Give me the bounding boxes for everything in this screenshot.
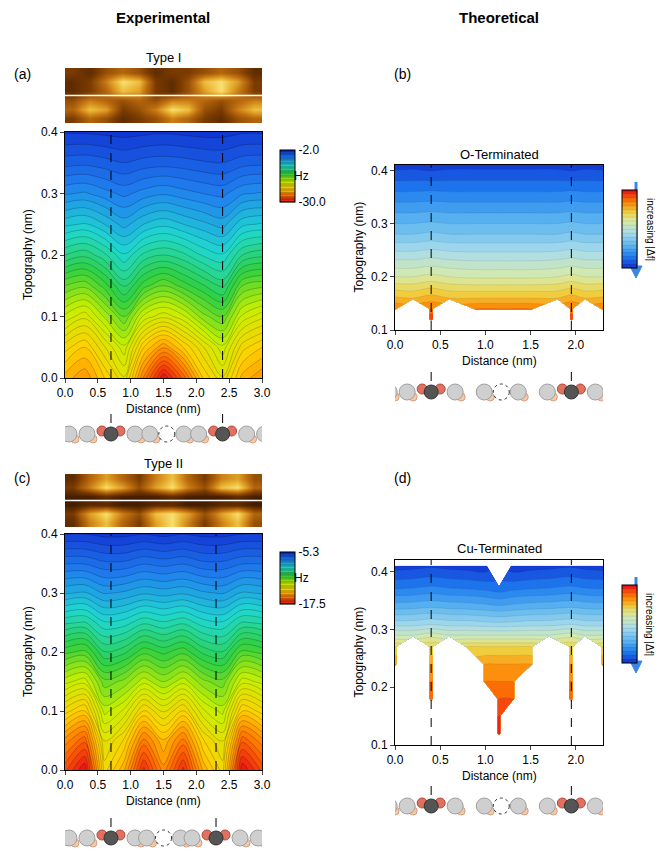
svg-text:1.0: 1.0	[477, 338, 494, 352]
svg-text:1.5: 1.5	[522, 338, 539, 352]
svg-text:0.5: 0.5	[432, 338, 449, 352]
svg-text:0.4: 0.4	[41, 125, 58, 139]
svg-text:2.0: 2.0	[568, 753, 585, 767]
svg-text:0.3: 0.3	[41, 586, 58, 600]
svg-text:0.0: 0.0	[387, 338, 404, 352]
svg-text:0.0: 0.0	[57, 386, 74, 400]
svg-text:1.0: 1.0	[477, 753, 494, 767]
svg-text:1.5: 1.5	[155, 386, 172, 400]
svg-text:0.0: 0.0	[41, 371, 58, 385]
svg-text:Distance (nm): Distance (nm)	[462, 354, 537, 368]
svg-text:Type I: Type I	[146, 50, 181, 65]
svg-text:Type II: Type II	[144, 456, 183, 471]
svg-text:2.5: 2.5	[221, 386, 238, 400]
svg-text:0.0: 0.0	[41, 763, 58, 777]
svg-text:0.3: 0.3	[371, 217, 388, 231]
svg-text:increasing |Δf|: increasing |Δf|	[645, 198, 656, 261]
svg-text:Theoretical: Theoretical	[459, 9, 539, 26]
svg-text:3.0: 3.0	[254, 778, 271, 792]
svg-text:Distance (nm): Distance (nm)	[462, 769, 537, 783]
svg-text:0.4: 0.4	[371, 565, 388, 579]
svg-text:0.4: 0.4	[41, 527, 58, 541]
svg-text:0.1: 0.1	[41, 704, 58, 718]
svg-text:Topography (nm): Topography (nm)	[352, 607, 366, 698]
svg-text:-5.3: -5.3	[298, 545, 319, 559]
svg-text:1.5: 1.5	[155, 778, 172, 792]
svg-text:2.5: 2.5	[221, 778, 238, 792]
svg-text:0.2: 0.2	[41, 248, 58, 262]
svg-text:0.2: 0.2	[371, 270, 388, 284]
svg-text:Topography (nm): Topography (nm)	[21, 606, 35, 697]
svg-text:0.5: 0.5	[432, 753, 449, 767]
svg-text:increasing |Δf|: increasing |Δf|	[644, 593, 655, 656]
svg-text:0.1: 0.1	[371, 323, 388, 337]
svg-text:Hz: Hz	[294, 169, 309, 183]
svg-text:(b): (b)	[394, 66, 411, 82]
svg-text:0.1: 0.1	[371, 738, 388, 752]
svg-text:Distance (nm): Distance (nm)	[126, 794, 201, 808]
svg-text:2.0: 2.0	[188, 386, 205, 400]
svg-text:Topography (nm): Topography (nm)	[21, 209, 35, 300]
svg-text:0.3: 0.3	[41, 187, 58, 201]
svg-text:0.2: 0.2	[41, 645, 58, 659]
svg-text:(c): (c)	[14, 470, 30, 486]
svg-text:Distance (nm): Distance (nm)	[126, 402, 201, 416]
svg-text:0.1: 0.1	[41, 310, 58, 324]
svg-text:3.0: 3.0	[254, 386, 271, 400]
svg-text:0.5: 0.5	[89, 778, 106, 792]
svg-text:-30.0: -30.0	[298, 195, 326, 209]
svg-text:0.2: 0.2	[371, 680, 388, 694]
svg-text:1.0: 1.0	[122, 386, 139, 400]
svg-text:1.5: 1.5	[522, 753, 539, 767]
svg-text:2.0: 2.0	[188, 778, 205, 792]
svg-text:0.4: 0.4	[371, 164, 388, 178]
svg-text:Hz: Hz	[294, 571, 309, 585]
svg-text:(a): (a)	[14, 66, 31, 82]
svg-text:Cu-Terminated: Cu-Terminated	[457, 541, 542, 556]
svg-text:(d): (d)	[394, 470, 411, 486]
svg-text:Topography (nm): Topography (nm)	[352, 202, 366, 293]
svg-text:0.3: 0.3	[371, 623, 388, 637]
svg-text:1.0: 1.0	[122, 778, 139, 792]
svg-text:-17.5: -17.5	[298, 597, 326, 611]
svg-text:Experimental: Experimental	[116, 9, 210, 26]
svg-text:0.0: 0.0	[57, 778, 74, 792]
svg-text:2.0: 2.0	[568, 338, 585, 352]
svg-text:-2.0: -2.0	[298, 143, 319, 157]
svg-text:0.5: 0.5	[89, 386, 106, 400]
svg-text:0.0: 0.0	[387, 753, 404, 767]
svg-text:O-Terminated: O-Terminated	[460, 147, 539, 162]
